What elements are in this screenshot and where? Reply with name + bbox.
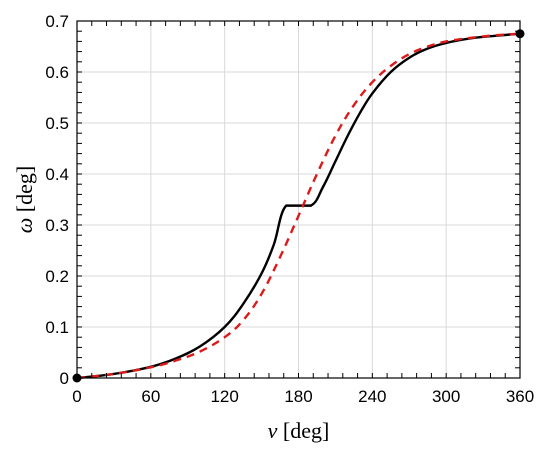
y-tick-label: 0.3 xyxy=(45,216,69,235)
y-tick-labels: 0 0.1 0.2 0.3 0.4 0.5 0.6 0.7 xyxy=(45,12,69,388)
y-tick-label: 0.2 xyxy=(45,267,69,286)
y-tick-label: 0.5 xyxy=(45,114,69,133)
x-tick-label: 0 xyxy=(72,387,81,406)
x-tick-label: 60 xyxy=(141,387,160,406)
x-tick-labels: 0 60 120 180 240 300 360 xyxy=(72,387,534,406)
y-tick-label: 0 xyxy=(60,369,69,388)
x-tick-label: 360 xyxy=(506,387,534,406)
y-tick-label: 0.4 xyxy=(45,165,69,184)
y-tick-label: 0.7 xyxy=(45,12,69,31)
y-tick-label: 0.6 xyxy=(45,63,69,82)
minor-ticks xyxy=(77,21,520,378)
x-tick-label: 300 xyxy=(432,387,460,406)
series-line-solid xyxy=(76,32,521,380)
y-tick-label: 0.1 xyxy=(45,318,69,337)
x-tick-label: 120 xyxy=(210,387,238,406)
y-axis-label: ω [deg] xyxy=(12,166,37,233)
x-axis-label: ν [deg] xyxy=(268,418,330,443)
x-tick-label: 180 xyxy=(284,387,312,406)
series-layer xyxy=(76,32,521,380)
grid xyxy=(77,21,520,378)
x-tick-label: 240 xyxy=(358,387,386,406)
